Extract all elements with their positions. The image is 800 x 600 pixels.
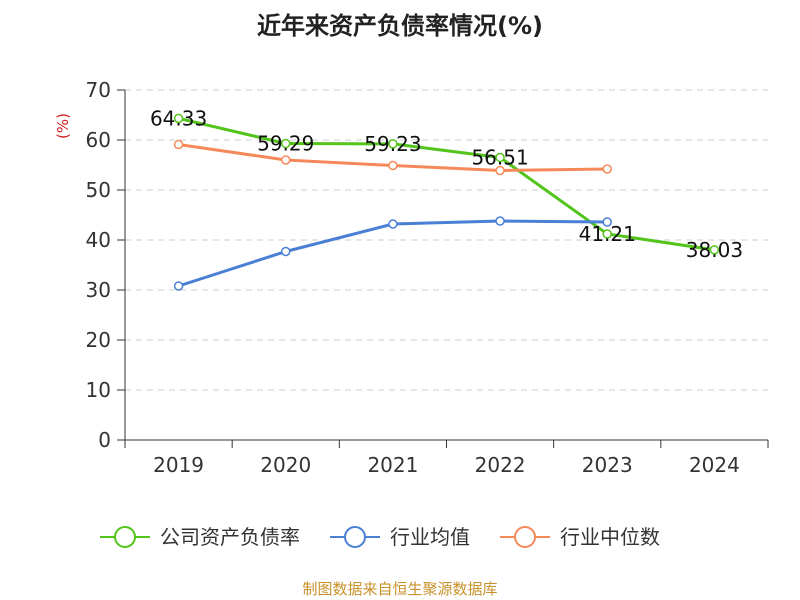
x-tick-label: 2024 <box>689 453 740 477</box>
data-label: 64.33 <box>150 106 207 130</box>
x-tick-label: 2020 <box>260 453 311 477</box>
legend-item: 行业均值 <box>330 525 470 549</box>
data-point <box>602 229 612 239</box>
y-tick-label: 20 <box>86 328 111 352</box>
legend-swatch-marker <box>114 526 136 548</box>
data-point <box>388 219 398 229</box>
data-point <box>495 165 505 176</box>
y-tick-label: 70 <box>86 78 111 102</box>
data-source-note: 制图数据来自恒生聚源数据库 <box>302 580 498 598</box>
series-lines <box>173 113 720 291</box>
chart-title: 近年来资产负债率情况(%) <box>257 12 543 40</box>
y-tick-label: 0 <box>98 428 111 452</box>
data-point <box>173 281 184 291</box>
data-label: 56.51 <box>471 145 528 169</box>
y-axis-unit: (%) <box>54 113 72 139</box>
data-point <box>602 217 612 227</box>
data-point <box>388 139 398 149</box>
data-point <box>173 113 184 124</box>
gridlines <box>125 89 768 391</box>
data-point <box>388 160 398 171</box>
data-label: 38.03 <box>686 238 743 262</box>
data-point <box>495 152 505 163</box>
y-tick-label: 30 <box>86 278 111 302</box>
data-point <box>281 246 291 257</box>
y-tick-label: 40 <box>86 228 111 252</box>
data-point <box>602 164 612 174</box>
y-tick-label: 50 <box>86 178 111 202</box>
legend-swatch-marker <box>344 526 366 548</box>
x-tick-label: 2021 <box>367 453 418 477</box>
x-tick-label: 2023 <box>582 453 633 477</box>
axes: 0 10 20 30 40 50 60 70 2019 2020 2021 2022 2023 2024 <box>86 78 769 477</box>
legend-label: 行业中位数 <box>560 525 660 549</box>
legend-item: 公司资产负债率 <box>100 525 300 549</box>
data-point <box>281 138 291 149</box>
legend: 公司资产负债率 行业均值 行业中位数 <box>100 525 660 549</box>
data-label: 41.21 <box>579 222 636 246</box>
series-line <box>178 219 608 288</box>
data-point <box>495 216 505 226</box>
legend-swatch-marker <box>514 526 536 548</box>
y-tick-label: 10 <box>86 378 111 402</box>
data-point <box>281 155 291 165</box>
series-line <box>178 116 715 252</box>
data-labels: 64.33 59.29 59.23 56.51 41.21 38.03 <box>150 106 743 262</box>
data-label: 59.23 <box>364 132 421 156</box>
legend-item: 行业中位数 <box>500 525 660 549</box>
data-label: 59.29 <box>257 132 314 156</box>
data-point <box>709 245 720 255</box>
y-tick-label: 60 <box>86 128 111 152</box>
x-tick-label: 2022 <box>475 453 526 477</box>
data-point <box>173 139 184 150</box>
legend-label: 行业均值 <box>390 525 470 549</box>
x-tick-label: 2019 <box>153 453 204 477</box>
legend-label: 公司资产负债率 <box>160 525 300 549</box>
